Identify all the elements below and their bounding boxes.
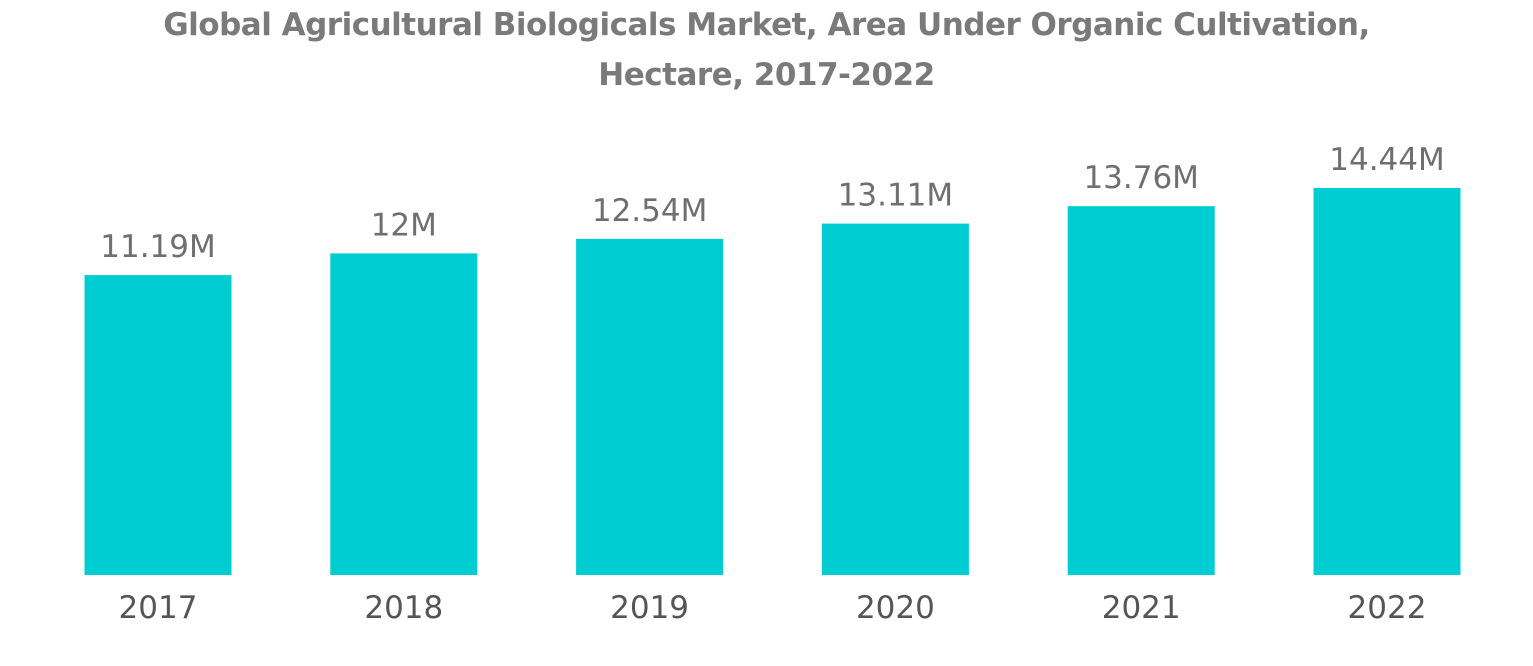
bars-group	[84, 188, 1461, 575]
chart-title-line-2: Hectare, 2017-2022	[598, 57, 935, 93]
chart-title: Global Agricultural Biologicals Market, …	[0, 0, 1533, 100]
value-label-2020: 13.11M	[838, 178, 954, 214]
category-labels-group: 2017 2018 2019 2020 2021 2022	[119, 590, 1427, 626]
value-label-2017: 11.19M	[100, 229, 216, 265]
bar-2022	[1313, 188, 1461, 575]
bar-2020	[821, 223, 969, 575]
value-label-2022: 14.44M	[1329, 142, 1445, 178]
category-label-2022: 2022	[1348, 590, 1427, 626]
chart-title-line-1: Global Agricultural Biologicals Market, …	[163, 7, 1370, 43]
category-label-2019: 2019	[610, 590, 689, 626]
bar-2019	[576, 238, 724, 575]
category-label-2018: 2018	[364, 590, 443, 626]
bar-2017	[84, 275, 232, 575]
value-labels-group: 11.19M 12M 12.54M 13.11M 13.76M 14.44M	[100, 142, 1445, 265]
value-label-2019: 12.54M	[592, 193, 708, 229]
bar-2021	[1067, 206, 1215, 575]
bar-2018	[330, 253, 478, 575]
category-label-2021: 2021	[1102, 590, 1181, 626]
category-label-2017: 2017	[119, 590, 198, 626]
value-label-2018: 12M	[371, 207, 437, 243]
category-label-2020: 2020	[856, 590, 935, 626]
value-label-2021: 13.76M	[1083, 160, 1199, 196]
